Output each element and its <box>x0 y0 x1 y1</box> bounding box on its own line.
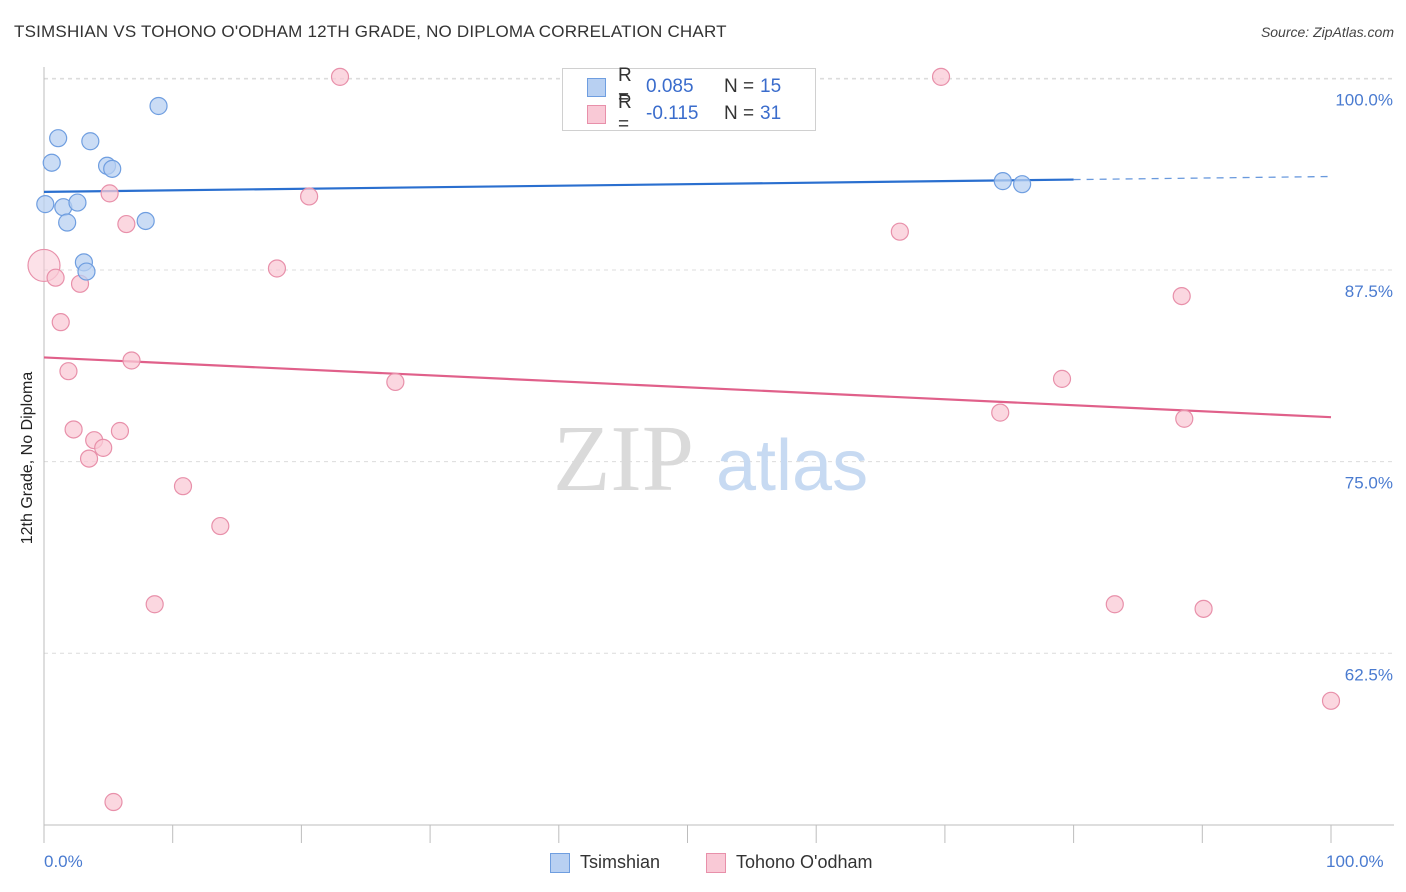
data-point <box>1321 691 1341 710</box>
data-point <box>64 420 83 439</box>
data-point <box>267 259 287 278</box>
legend-r-label: R = <box>618 92 632 135</box>
trend-line <box>43 356 1332 419</box>
legend-n-value: 31 <box>760 103 782 124</box>
data-point <box>890 222 909 241</box>
legend-n-label: N = <box>724 103 755 124</box>
data-point <box>68 193 87 212</box>
data-point <box>386 372 405 392</box>
series-legend-tohono[interactable]: Tohono O'odham <box>706 852 873 873</box>
data-point <box>117 214 136 234</box>
data-point <box>58 213 77 232</box>
data-point <box>122 351 141 370</box>
data-point <box>993 172 1012 191</box>
legend-r-label: R = <box>618 65 632 108</box>
x-tick-label-max: 100.0% <box>1326 852 1384 871</box>
series-legend-tsimshian[interactable]: Tsimshian <box>550 852 660 873</box>
series-legend-label: Tohono O'odham <box>736 852 873 872</box>
data-point <box>103 159 122 178</box>
data-point <box>1172 286 1191 306</box>
data-point <box>49 129 68 148</box>
y-tick-label: 62.5% <box>1345 665 1393 684</box>
data-point <box>149 96 168 116</box>
y-tick-labels: 100.0% 87.5% 75.0% 62.5% <box>1335 90 1393 684</box>
data-point <box>330 67 350 86</box>
series-legend-label: Tsimshian <box>580 852 661 872</box>
data-point <box>77 262 96 281</box>
data-point <box>1052 369 1072 388</box>
y-tick-label: 87.5% <box>1345 282 1393 301</box>
data-point <box>300 187 319 206</box>
legend-swatch-tohono <box>587 104 606 124</box>
chart-source: Source: ZipAtlas.com <box>1260 24 1394 40</box>
legend-n-label: N = <box>724 76 755 97</box>
legend-swatch-tsimshian <box>587 77 606 97</box>
watermark-zip: ZIP <box>553 407 694 511</box>
data-point <box>46 268 65 287</box>
data-point <box>931 67 951 86</box>
data-point <box>36 195 55 214</box>
axes <box>43 67 1394 843</box>
trend-lines <box>43 175 1332 419</box>
legend-swatch-tsimshian <box>550 852 570 873</box>
data-point <box>79 449 99 468</box>
trend-line <box>43 178 1074 193</box>
data-point <box>104 792 123 812</box>
data-point <box>1175 409 1194 428</box>
legend-n-value: 15 <box>760 76 782 97</box>
legend-swatch-tohono <box>706 852 726 873</box>
data-point <box>211 516 230 536</box>
trend-line-extension <box>1073 175 1332 181</box>
data-point <box>110 421 130 441</box>
data-points <box>27 67 1341 812</box>
data-point <box>1013 175 1032 194</box>
legend-r-value: -0.115 <box>646 103 699 124</box>
data-point <box>1105 595 1124 614</box>
data-point <box>51 313 70 332</box>
data-point <box>42 153 61 172</box>
x-tick-label-min: 0.0% <box>44 852 83 871</box>
legend-row-tsimshian: R = 0.085 N = 15 <box>587 65 838 108</box>
y-tick-label: 100.0% <box>1335 90 1393 109</box>
watermark-atlas: atlas <box>716 426 868 506</box>
data-point <box>81 132 100 151</box>
correlation-legend: R = 0.085 N = 15 R = -0.115 N = 31 <box>562 65 816 135</box>
data-point <box>100 184 119 203</box>
data-point <box>136 211 155 231</box>
legend-row-tohono: R = -0.115 N = 31 <box>587 92 838 135</box>
series-legend: Tsimshian Tohono O'odham <box>0 852 1406 876</box>
data-point <box>145 595 164 614</box>
data-point <box>59 362 78 381</box>
data-point <box>991 403 1010 422</box>
legend-r-value: 0.085 <box>646 76 694 97</box>
data-point <box>173 477 193 496</box>
data-point <box>94 438 113 457</box>
data-point <box>1194 599 1213 618</box>
y-tick-label: 75.0% <box>1345 474 1393 493</box>
chart-title: TSIMSHIAN VS TOHONO O'ODHAM 12TH GRADE, … <box>14 22 727 41</box>
